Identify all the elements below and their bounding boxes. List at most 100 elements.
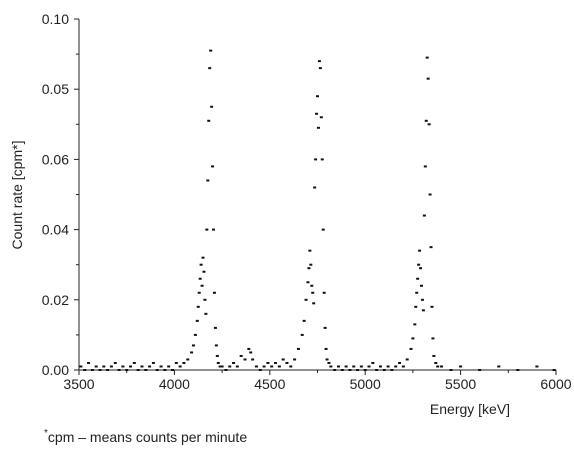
data-point xyxy=(113,361,117,364)
data-point xyxy=(200,284,204,287)
data-point xyxy=(316,95,319,98)
data-point xyxy=(535,365,539,368)
data-point xyxy=(300,333,304,336)
data-point xyxy=(174,361,178,364)
data-point xyxy=(87,361,91,364)
data-point xyxy=(216,361,220,364)
data-point xyxy=(425,56,429,59)
data-point xyxy=(319,116,323,119)
data-point xyxy=(211,165,215,168)
data-point xyxy=(102,365,106,368)
data-point xyxy=(327,361,331,364)
data-point xyxy=(321,228,325,231)
data-point xyxy=(317,60,321,63)
data-point xyxy=(430,305,434,308)
data-point xyxy=(356,369,360,371)
data-point xyxy=(320,158,324,161)
data-point xyxy=(195,319,199,322)
data-points xyxy=(79,49,556,371)
data-point xyxy=(296,347,300,350)
data-point xyxy=(418,249,422,252)
data-point xyxy=(344,365,348,368)
data-point xyxy=(415,291,419,294)
data-point xyxy=(420,298,424,301)
data-point xyxy=(243,358,247,361)
data-point xyxy=(262,365,266,368)
data-point xyxy=(274,361,278,364)
data-point xyxy=(311,291,315,294)
y-tick-label: 0.02 xyxy=(42,292,69,308)
x-tick-label: 5000 xyxy=(350,376,381,392)
data-point xyxy=(427,123,431,126)
data-point xyxy=(196,305,200,308)
data-point xyxy=(405,358,409,361)
data-point xyxy=(318,67,322,70)
data-point xyxy=(277,365,281,368)
data-point xyxy=(132,361,136,364)
data-point xyxy=(333,369,337,371)
data-point xyxy=(382,369,386,371)
data-point xyxy=(516,369,520,371)
data-point xyxy=(348,369,352,371)
data-point xyxy=(434,361,438,364)
data-point xyxy=(186,358,190,361)
data-point xyxy=(159,365,163,368)
data-point xyxy=(449,369,453,371)
data-point xyxy=(322,291,326,294)
data-point xyxy=(416,277,420,280)
data-point xyxy=(409,347,413,350)
data-point xyxy=(207,119,211,122)
data-point xyxy=(323,326,327,329)
data-point xyxy=(314,158,318,161)
x-axis-label: Energy [keV] xyxy=(430,401,510,417)
data-point xyxy=(363,369,367,371)
data-point xyxy=(121,365,125,368)
data-point xyxy=(125,369,129,371)
data-point xyxy=(254,365,258,368)
data-point xyxy=(90,369,94,371)
data-point xyxy=(79,365,83,368)
data-point xyxy=(266,361,270,364)
data-point xyxy=(199,263,203,266)
x-tick-label: 4500 xyxy=(254,376,285,392)
data-point xyxy=(390,369,394,371)
data-point xyxy=(378,365,382,368)
data-point xyxy=(190,351,194,354)
ticks: 3500 4000 4500 5000 5500 6000 0.00 0.02 0.04 0.06… xyxy=(42,11,572,392)
data-point xyxy=(228,365,232,368)
data-point xyxy=(94,365,98,368)
data-point xyxy=(167,365,171,368)
data-point xyxy=(414,305,418,308)
data-point xyxy=(209,49,213,52)
y-tick-label: 0.00 xyxy=(42,362,69,378)
data-point xyxy=(178,365,182,368)
data-point xyxy=(352,365,356,368)
data-point xyxy=(220,365,224,368)
data-point xyxy=(204,312,208,315)
data-point xyxy=(394,365,398,368)
data-point xyxy=(424,119,428,122)
data-point xyxy=(307,267,311,270)
data-point xyxy=(422,214,426,217)
data-point xyxy=(117,369,121,371)
data-point xyxy=(315,112,319,115)
data-point xyxy=(478,369,482,371)
data-point xyxy=(182,361,186,364)
data-point xyxy=(163,369,167,371)
data-point xyxy=(213,326,217,329)
data-point xyxy=(285,361,289,364)
data-point xyxy=(426,77,430,80)
data-point xyxy=(129,365,133,368)
data-point xyxy=(251,358,255,361)
data-point xyxy=(304,298,308,301)
data-point xyxy=(208,67,212,70)
data-point xyxy=(309,263,313,266)
data-point xyxy=(98,369,102,371)
data-point xyxy=(289,365,293,368)
data-point xyxy=(398,361,402,364)
y-tick-label: 0.06 xyxy=(42,151,69,167)
data-point xyxy=(440,365,444,368)
data-point xyxy=(205,228,209,231)
data-point xyxy=(197,291,201,294)
